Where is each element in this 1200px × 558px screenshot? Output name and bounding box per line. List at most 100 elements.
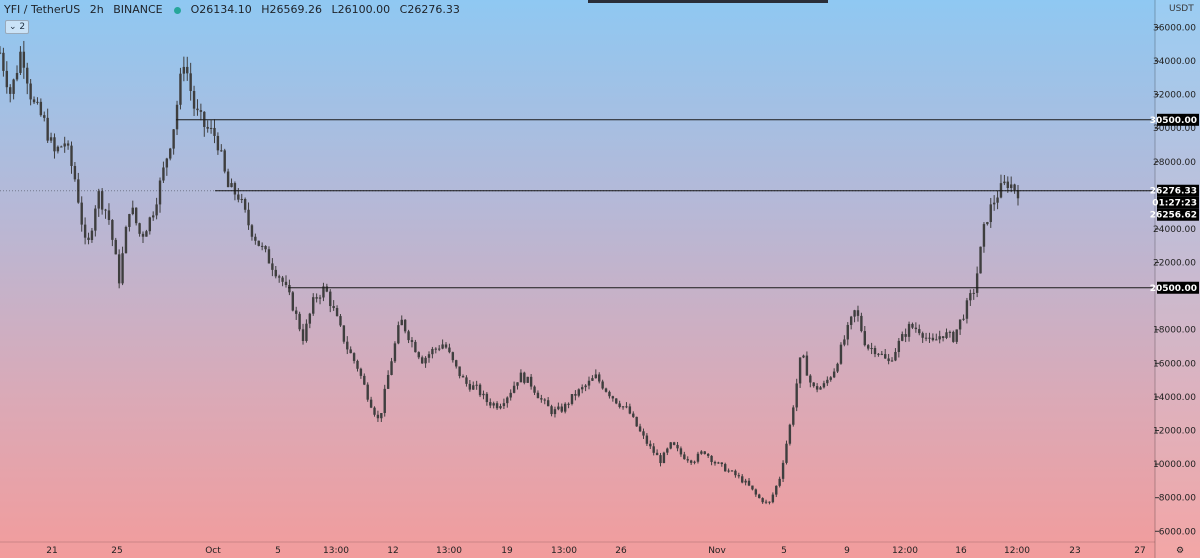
candle-body [996, 197, 999, 203]
candle-body [111, 220, 114, 240]
candle-body [15, 72, 19, 80]
candle-body [451, 352, 455, 361]
candle-body [625, 406, 628, 408]
candle-body [0, 52, 2, 54]
candle-body [29, 83, 32, 100]
candle-body [427, 354, 431, 358]
candle-body [390, 361, 393, 375]
candle-body [849, 316, 853, 325]
candle-body [918, 329, 921, 334]
x-tick-label: 5 [275, 546, 281, 556]
candle-body [53, 137, 56, 152]
y-tick-label: 8000.00 [1159, 494, 1196, 504]
candle-body [322, 286, 325, 298]
indicator-count: 2 [19, 22, 26, 32]
candle-body [632, 413, 635, 417]
candle-body [543, 399, 546, 401]
candle-body [822, 383, 826, 388]
candle-body [986, 222, 989, 225]
candle-body [608, 391, 611, 397]
price-axis-panel [1155, 0, 1200, 558]
candle-body [594, 374, 598, 379]
candle-body [754, 489, 758, 495]
candle-body [267, 249, 271, 264]
candle-body [213, 127, 216, 136]
candle-body [880, 353, 884, 355]
indicator-toggle-button[interactable]: ⌄ 2 [5, 20, 30, 34]
candle-body [621, 406, 625, 408]
candle-body [775, 485, 778, 495]
candle-body [441, 344, 444, 349]
candle-body [795, 383, 798, 408]
candle-body [792, 407, 795, 425]
candle-body [80, 202, 83, 225]
candle-body [366, 384, 369, 400]
candle-body [220, 150, 223, 152]
candle-body [512, 385, 516, 393]
candle-body [305, 323, 308, 341]
candle-body [420, 357, 424, 364]
candle-body [1006, 181, 1009, 189]
candle-body [911, 323, 914, 328]
candle-body [509, 392, 512, 398]
candle-body [243, 198, 247, 210]
y-tick-label: 16000.00 [1153, 359, 1196, 369]
candle-body [175, 104, 179, 130]
candle-body [529, 376, 533, 387]
candle-body [363, 375, 366, 385]
candle-body [145, 231, 148, 237]
candle-body [216, 135, 220, 151]
y-tick-label: 30000.00 [1153, 124, 1196, 134]
candle-body [781, 462, 785, 479]
candle-body [553, 409, 557, 415]
candle-body [567, 403, 570, 405]
candle-body [301, 329, 305, 341]
candle-body [615, 398, 618, 404]
y-tick-label: 14000.00 [1153, 393, 1196, 403]
candle-body [393, 343, 397, 362]
candle-body [332, 306, 335, 309]
candle-body [49, 137, 53, 141]
candle-body [713, 461, 717, 464]
candle-body [131, 207, 134, 215]
candle-body [662, 452, 666, 464]
candle-body [798, 357, 802, 384]
candle-body [114, 239, 117, 255]
x-tick-label: 13:00 [323, 546, 349, 556]
candle-body [346, 341, 349, 350]
candle-body [472, 385, 475, 390]
candle-body [397, 325, 400, 344]
bar-countdown-tag: 01:27:23 [1152, 199, 1197, 209]
candle-body [516, 382, 519, 386]
candle-body [83, 224, 87, 238]
candle-body [894, 351, 897, 361]
candle-body [666, 448, 669, 453]
candle-body [162, 167, 165, 181]
candle-body [291, 292, 295, 311]
candle-body [935, 339, 938, 341]
candle-body [717, 462, 720, 464]
candle-body [414, 341, 417, 353]
candle-body [904, 334, 907, 337]
x-tick-label: Oct [205, 546, 221, 556]
candle-body [785, 443, 788, 463]
candle-body [312, 297, 315, 314]
candle-body [618, 403, 621, 408]
ohlc-close: C26276.33 [399, 3, 460, 16]
settings-gear-icon[interactable]: ⚙ [1176, 546, 1184, 556]
candle-body [403, 319, 407, 332]
candle-body [179, 73, 182, 105]
candle-body [700, 451, 703, 454]
candle-body [550, 406, 553, 415]
symbol-label[interactable]: YFI / TetherUS [4, 3, 81, 16]
candle-body [448, 347, 451, 353]
candle-body [897, 340, 901, 352]
candle-body [809, 375, 812, 383]
candle-body [233, 183, 237, 195]
candle-body [2, 52, 5, 71]
candle-body [921, 333, 924, 338]
candle-body [546, 400, 550, 407]
candle-body [124, 226, 128, 254]
interval-label[interactable]: 2h [89, 3, 104, 16]
